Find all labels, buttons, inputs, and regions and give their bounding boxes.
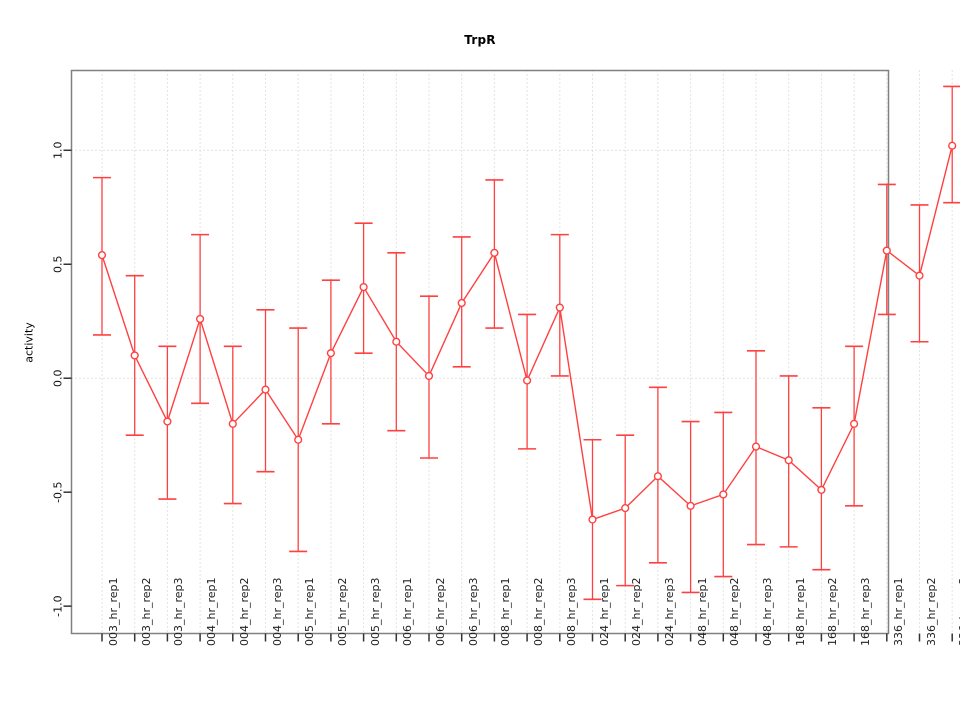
x-tick-label: 024_hr_rep3 [662,576,676,646]
plot-frame [70,69,890,635]
data-point-marker [294,435,303,444]
data-point-marker [163,417,172,426]
x-tick-label: 336_hr_rep1 [891,576,905,646]
x-tick-label: 006_hr_rep1 [401,576,415,646]
y-tick-label: 0.0 [52,369,65,387]
data-point-marker [817,485,826,495]
data-point-marker [130,351,139,360]
y-axis-ticks: -1.0 -0.5 0.0 0.5 1.0 [52,142,72,617]
y-tick-label: 0.5 [52,255,65,273]
data-point-marker [457,298,466,308]
y-tick-label: -0.5 [52,481,65,502]
x-tick-label: 006_hr_rep3 [466,576,480,646]
data-point-marker [621,504,630,513]
gridlines [71,70,953,634]
x-tick-label: 004_hr_rep3 [270,576,284,646]
data-point-marker [751,442,761,451]
x-tick-label: 008_hr_rep2 [532,576,546,646]
data-point-marker [522,376,532,385]
data-point-marker [588,515,597,524]
x-tick-label: 004_hr_rep2 [237,576,251,646]
data-point-marker [948,141,957,150]
data-point-marker [653,472,663,481]
x-tick-label: 024_hr_rep2 [630,576,644,646]
x-tick-label: 005_hr_rep2 [335,576,349,646]
x-tick-label: 048_hr_rep2 [728,576,742,646]
x-tick-label: 168_hr_rep1 [793,576,807,646]
chart-title: TrpR [464,33,496,47]
y-tick-label: -1.0 [52,595,65,616]
x-tick-label: 168_hr_rep2 [826,576,840,646]
x-tick-label: 003_hr_rep3 [172,576,186,646]
data-point-marker [196,314,205,324]
x-tick-label: 048_hr_rep3 [761,576,774,646]
x-tick-label: 003_hr_rep1 [107,576,120,646]
y-tick-label: 1.0 [52,142,65,160]
data-point-marker [424,371,434,381]
x-tick-label: 336_hr_rep2 [924,576,938,646]
data-point-marker [326,349,336,358]
data-point-marker [392,337,401,346]
x-tick-label: 005_hr_rep1 [303,576,317,646]
data-point-marker [686,501,695,510]
data-point-marker [882,246,891,255]
data-point-marker [228,419,237,428]
data-point-marker [784,456,793,465]
x-tick-label: 005_hr_rep3 [368,576,382,646]
data-series [93,85,960,601]
x-tick-label: 008_hr_rep1 [499,576,513,646]
x-tick-label: 024_hr_rep1 [597,576,611,646]
x-tick-label: 008_hr_rep3 [564,576,578,646]
data-point-marker [719,490,728,499]
data-point-marker [359,282,368,292]
x-tick-label: 048_hr_rep1 [695,576,709,646]
x-tick-label: 003_hr_rep2 [139,576,153,646]
x-tick-label: 004_hr_rep1 [205,576,219,646]
data-point-marker [555,303,564,312]
x-tick-label: 168_hr_rep3 [859,576,873,646]
data-point-marker [915,271,924,280]
x-axis-ticks [101,633,953,642]
data-point-marker [849,419,859,428]
x-tick-label: 006_hr_rep2 [434,576,447,646]
data-point-marker [261,385,270,394]
data-point-marker [97,251,107,260]
data-point-marker [490,248,499,257]
